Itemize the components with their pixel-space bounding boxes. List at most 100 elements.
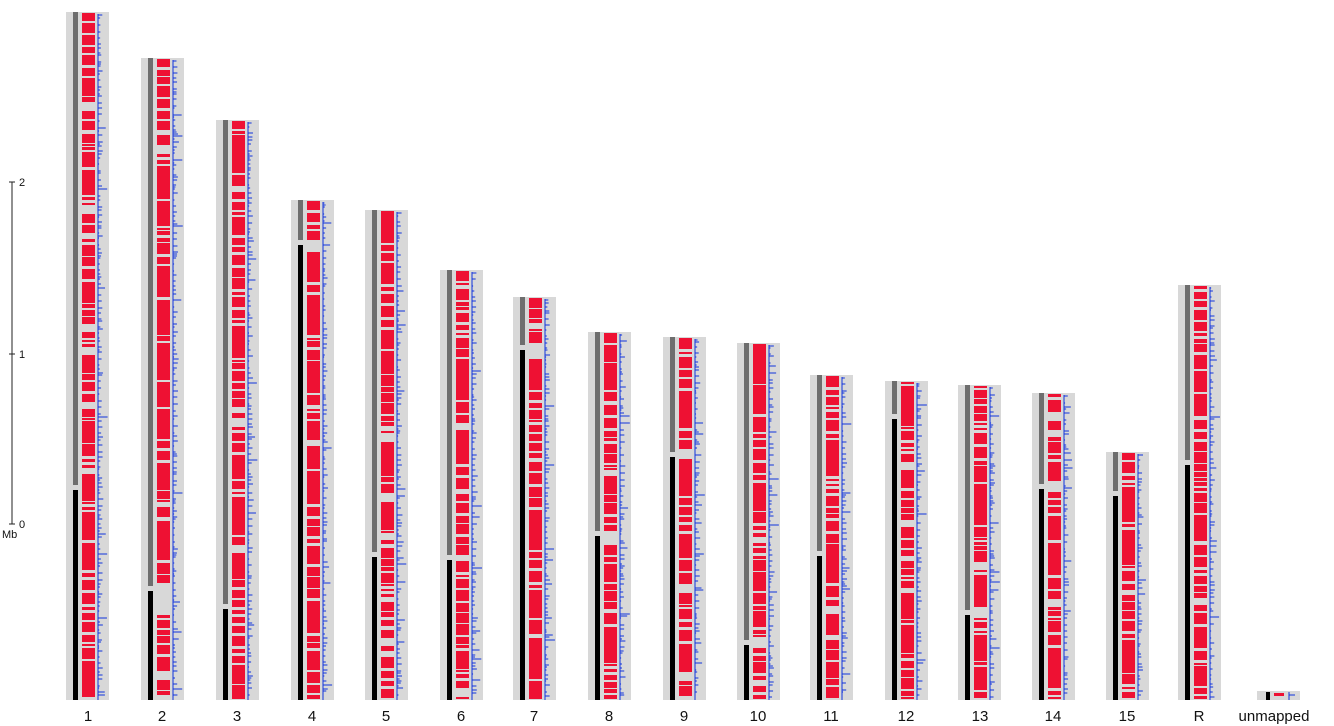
feature-block: [82, 269, 95, 279]
feature-block: [82, 661, 95, 697]
feature-block: [826, 508, 839, 513]
feature-block: [307, 252, 320, 282]
feature-block: [679, 370, 692, 377]
feature-block: [232, 255, 245, 265]
feature-block: [604, 682, 617, 688]
feature-block: [307, 201, 320, 210]
chromosome-unmapped: unmapped: [1239, 691, 1309, 725]
signal-track: [768, 345, 779, 700]
feature-block: [157, 231, 170, 235]
feature-block: [1048, 611, 1061, 616]
feature-block: [753, 434, 766, 438]
feature-block: [456, 561, 469, 572]
feature-block: [157, 463, 170, 490]
feature-block: [157, 507, 170, 517]
feature-block: [157, 77, 170, 84]
feature-block: [307, 231, 320, 240]
feature-block: [974, 538, 987, 540]
feature-block: [826, 640, 839, 649]
feature-block: [381, 375, 394, 386]
feature-block: [456, 349, 469, 357]
feature-block: [381, 559, 394, 566]
signal-track: [247, 122, 258, 700]
feature-block: [381, 594, 394, 597]
feature-block: [974, 662, 987, 665]
feature-block: [82, 47, 95, 53]
feature-block: [1048, 591, 1061, 599]
feature-block: [1194, 420, 1207, 429]
feature-block: [679, 573, 692, 584]
feature-block: [826, 544, 839, 583]
feature-block: [529, 552, 542, 558]
feature-block: [901, 697, 914, 699]
feature-block: [529, 510, 542, 550]
feature-block: [901, 581, 914, 588]
feature-block: [753, 606, 766, 610]
feature-block: [82, 68, 95, 76]
feature-block: [307, 421, 320, 440]
chromosome-14: 14: [1032, 393, 1075, 725]
feature-block: [679, 644, 692, 672]
feature-block: [307, 413, 320, 419]
feature-block: [826, 687, 839, 698]
feature-block: [604, 564, 617, 582]
feature-block: [604, 503, 617, 514]
feature-block: [1194, 493, 1207, 502]
feature-block: [901, 569, 914, 575]
chromosome-label: 3: [233, 708, 241, 725]
feature-block: [82, 55, 95, 65]
feature-block: [232, 553, 245, 579]
feature-block: [529, 329, 542, 331]
feature-block: [381, 646, 394, 651]
feature-track: [753, 344, 766, 699]
feature-block: [82, 374, 95, 380]
feature-block: [826, 412, 839, 418]
feature-block: [1122, 530, 1135, 565]
feature-block: [82, 304, 95, 308]
feature-block: [901, 454, 914, 462]
feature-block: [974, 414, 987, 421]
feature-block: [157, 111, 170, 119]
feature-block: [307, 225, 320, 229]
feature-block: [232, 580, 245, 587]
feature-block: [604, 669, 617, 672]
feature-block: [82, 78, 95, 96]
feature-block: [381, 484, 394, 493]
feature-block: [1122, 621, 1135, 631]
feature-block: [901, 625, 914, 653]
chromosome-label: 1: [84, 708, 92, 725]
feature-block: [529, 434, 542, 441]
feature-block: [456, 651, 469, 669]
feature-block: [1194, 310, 1207, 320]
feature-block: [381, 263, 394, 284]
feature-block: [1194, 472, 1207, 477]
feature-block: [753, 611, 766, 627]
feature-block: [82, 111, 95, 119]
feature-block: [679, 525, 692, 531]
feature-block: [307, 507, 320, 516]
feature-block: [529, 560, 542, 568]
feature-block: [232, 135, 245, 173]
feature-block: [82, 152, 95, 167]
feature-block: [679, 560, 692, 571]
feature-block: [1194, 651, 1207, 660]
feature-block: [157, 257, 170, 264]
feature-block: [82, 507, 95, 510]
feature-block: [157, 563, 170, 574]
feature-block: [1048, 697, 1061, 699]
feature-block: [1194, 292, 1207, 299]
gray-segment: [670, 337, 675, 452]
feature-block: [381, 393, 394, 402]
feature-block: [381, 681, 394, 686]
feature-block: [604, 438, 617, 441]
feature-block: [604, 333, 617, 343]
black-segment: [892, 419, 897, 700]
feature-block: [82, 340, 95, 342]
feature-block: [82, 382, 95, 391]
feature-block: [1194, 666, 1207, 686]
feature-block: [82, 421, 95, 443]
feature-block: [1122, 595, 1135, 601]
feature-block: [82, 257, 95, 266]
feature-block: [1194, 322, 1207, 331]
feature-block: [604, 476, 617, 494]
